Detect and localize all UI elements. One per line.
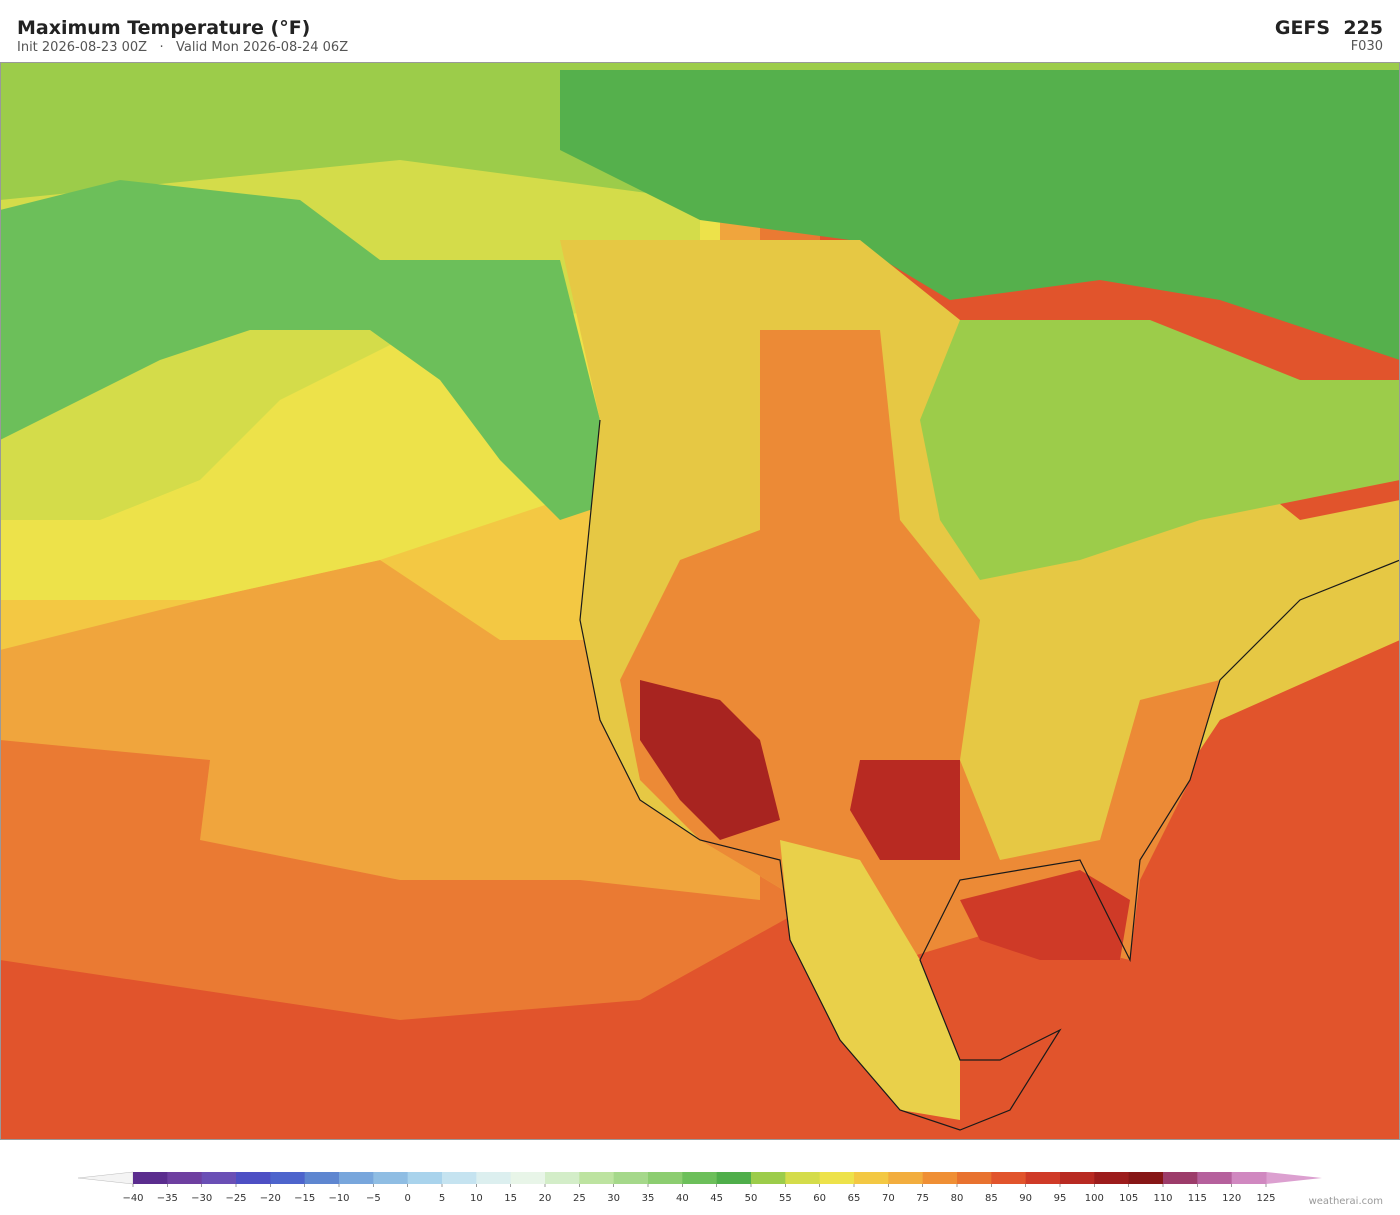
colorbar: −40 −35 −30 −25 −20 −15 −10 −5 0 5 10 15 20 25 30 35 40 4…	[77, 1171, 1322, 1204]
colorbar-bin	[373, 1172, 409, 1184]
model: GEFS 225	[1275, 17, 1383, 39]
colorbar-tick-label: 10	[470, 1193, 483, 1204]
colorbar-bin	[1025, 1172, 1061, 1184]
colorbar-bin	[545, 1172, 580, 1184]
colorbar-tick-label: 125	[1256, 1193, 1275, 1204]
colorbar-tick-label: 25	[573, 1193, 586, 1204]
colorbar-bin	[1094, 1172, 1130, 1184]
colorbar-tick-label: 75	[916, 1193, 929, 1204]
colorbar-bin	[133, 1172, 168, 1184]
credit: weatherai.com	[1309, 1196, 1383, 1207]
colorbar-bin	[1060, 1172, 1095, 1184]
hot-southwest	[640, 680, 780, 840]
colorbar-bin	[1231, 1172, 1267, 1184]
colorbar-bin	[442, 1172, 477, 1184]
colorbar-bin	[339, 1172, 374, 1184]
colorbar-tick-label: 80	[951, 1193, 964, 1204]
colorbar-bin	[476, 1172, 512, 1184]
colorbar-tick-label: −30	[191, 1193, 212, 1204]
land-alaska	[0, 180, 620, 520]
coastline	[0, 62, 1400, 1140]
colorbar-tick-label: 35	[642, 1193, 655, 1204]
colorbar-tick-label: 115	[1188, 1193, 1207, 1204]
colorbar-bin	[510, 1172, 546, 1184]
colorbar-tick-label: −15	[294, 1193, 315, 1204]
colorbar-tick-label: 55	[779, 1193, 792, 1204]
colorbar-tick-label: 90	[1019, 1193, 1032, 1204]
colorbar-bin	[201, 1172, 237, 1184]
colorbar-bin	[785, 1172, 821, 1184]
colorbar-tick-label: 15	[504, 1193, 517, 1204]
colorbar-bin	[1128, 1172, 1164, 1184]
colorbar-tick-label: 120	[1222, 1193, 1241, 1204]
title: Maximum Temperature (°F)	[17, 17, 310, 39]
colorbar-tick-label: −10	[328, 1193, 349, 1204]
colorbar-bin	[1163, 1172, 1198, 1184]
colorbar-tick-label: 85	[985, 1193, 998, 1204]
colorbar-bin	[304, 1172, 340, 1184]
colorbar-tick-label: 105	[1119, 1193, 1138, 1204]
colorbar-under	[77, 1171, 134, 1185]
colorbar-bin	[613, 1172, 649, 1184]
colorbar-bin	[854, 1172, 889, 1184]
colorbar-bin	[236, 1172, 271, 1184]
colorbar-bin	[751, 1172, 786, 1184]
colorbar-tick-label: −20	[260, 1193, 281, 1204]
land-arctic	[560, 70, 1400, 360]
colorbar-tick-label: 65	[848, 1193, 861, 1204]
colorbar-bin	[819, 1172, 855, 1184]
map	[0, 62, 1400, 1140]
colorbar-bin	[407, 1172, 443, 1184]
colorbar-bin	[579, 1172, 615, 1184]
colorbar-tick-label: 45	[710, 1193, 723, 1204]
colorbar-bin	[682, 1172, 718, 1184]
colorbar-tick-label: −35	[157, 1193, 178, 1204]
colorbar-bin	[648, 1172, 683, 1184]
colorbar-tick-label: 20	[539, 1193, 552, 1204]
colorbar-bin	[957, 1172, 992, 1184]
colorbar-tick-label: 100	[1085, 1193, 1104, 1204]
colorbar-tick-label: 110	[1153, 1193, 1172, 1204]
land-mexico	[780, 840, 960, 1120]
colorbar-tick-label: 0	[404, 1193, 410, 1204]
colorbar-bin	[270, 1172, 306, 1184]
gulf	[960, 870, 1130, 960]
colorbar-bin	[167, 1172, 203, 1184]
colorbar-tick-label: 60	[813, 1193, 826, 1204]
land-east-canada	[920, 320, 1400, 580]
colorbar-tick-label: −5	[366, 1193, 381, 1204]
forecast-hour: F030	[1351, 39, 1383, 54]
subtitle: Init 2026-08-23 00Z · Valid Mon 2026-08-…	[17, 40, 348, 55]
colorbar-tick-label: −25	[225, 1193, 246, 1204]
colorbar-bin	[888, 1172, 924, 1184]
hot-texas	[850, 760, 960, 860]
colorbar-bin	[1197, 1172, 1233, 1184]
colorbar-bin	[922, 1172, 958, 1184]
colorbar-tick-label: 70	[882, 1193, 895, 1204]
colorbar-tick-label: 5	[439, 1193, 445, 1204]
colorbar-bin	[991, 1172, 1027, 1184]
colorbar-tick-label: 50	[745, 1193, 758, 1204]
colorbar-over	[1266, 1172, 1322, 1184]
colorbar-tick-label: 95	[1054, 1193, 1067, 1204]
colorbar-tick-label: 40	[676, 1193, 689, 1204]
colorbar-tick-label: −40	[122, 1193, 143, 1204]
colorbar-tick-label: 30	[607, 1193, 620, 1204]
colorbar-bin	[716, 1172, 752, 1184]
